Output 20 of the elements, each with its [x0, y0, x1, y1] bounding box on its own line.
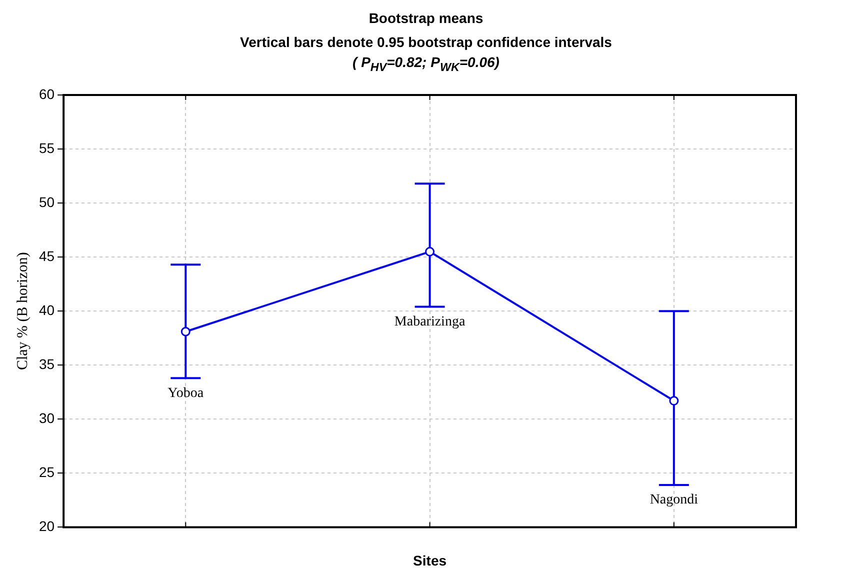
y-tick-label: 50: [38, 194, 55, 210]
chart-title: Bootstrap means: [368, 10, 484, 26]
y-tick-label: 40: [38, 302, 55, 318]
x-axis-title: Sites: [413, 552, 447, 568]
y-tick-label: 35: [38, 356, 55, 372]
y-tick-label: 60: [38, 86, 55, 102]
point: [425, 246, 435, 256]
y-axis-title: Clay % (B horizon): [14, 252, 31, 370]
chart-subtitle: Vertical bars denote 0.95 bootstrap confidence intervals: [239, 34, 613, 50]
y-tick-label: 25: [38, 464, 55, 480]
x-tick-label: Yoboa: [168, 386, 204, 401]
y-tick-label: 45: [38, 248, 55, 264]
point: [180, 326, 190, 336]
y-tick-label: 30: [38, 410, 55, 426]
x-tick-label: Nagondi: [650, 492, 698, 508]
y-tick-label: 20: [38, 518, 55, 534]
y-tick-label: 55: [38, 140, 55, 156]
text: ( P$_{HV}$=0.82; P$_{WK}$=0.06): [352, 54, 500, 74]
x-tick-label: Mabarizinga: [394, 314, 466, 330]
point: [669, 396, 679, 406]
